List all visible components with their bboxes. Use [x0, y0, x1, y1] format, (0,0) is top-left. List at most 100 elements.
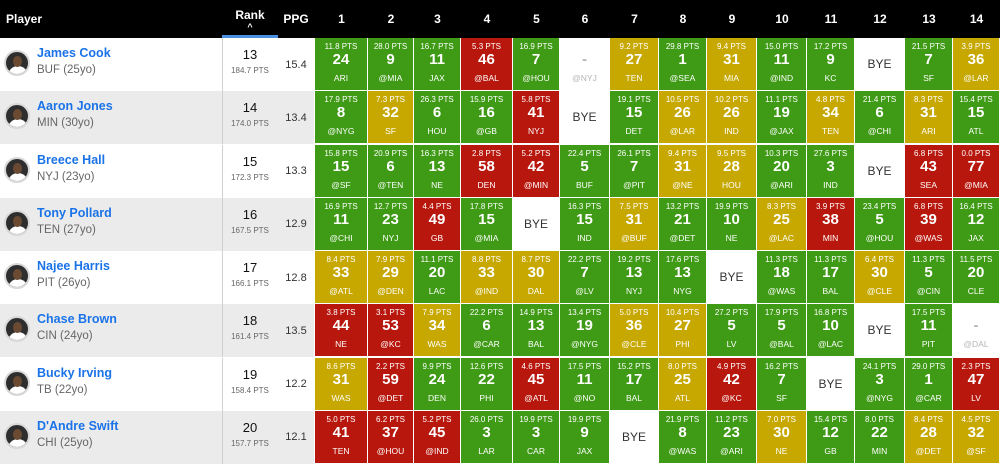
week-matchup-cell[interactable]: 27.2 PTS 5 LV: [707, 304, 756, 357]
week-matchup-cell[interactable]: 17.9 PTS 5 @BAL: [757, 304, 806, 357]
week-matchup-cell[interactable]: 7.9 PTS 34 WAS: [414, 304, 460, 357]
player-avatar[interactable]: [4, 422, 30, 449]
week-matchup-cell[interactable]: 19.1 PTS 15 DET: [610, 91, 658, 144]
week-matchup-cell[interactable]: 17.5 PTS 11 @NO: [560, 357, 609, 410]
week-matchup-cell[interactable]: 3.9 PTS 38 MIN: [807, 197, 854, 250]
week-matchup-cell[interactable]: 2.3 PTS 47 LV: [953, 357, 999, 410]
week-matchup-cell[interactable]: 17.5 PTS 11 PIT: [905, 304, 952, 357]
week-matchup-cell[interactable]: 13.2 PTS 21 @DET: [659, 197, 706, 250]
week-column-header[interactable]: 11: [824, 12, 838, 26]
week-column-header[interactable]: 13: [922, 12, 936, 26]
week-matchup-cell[interactable]: 7.5 PTS 31 @BUF: [610, 197, 658, 250]
week-matchup-cell[interactable]: 21.9 PTS 8 @WAS: [659, 410, 706, 463]
week-matchup-cell[interactable]: 11.3 PTS 18 @WAS: [757, 251, 806, 303]
week-matchup-cell[interactable]: 6.8 PTS 39 @WAS: [905, 197, 952, 250]
week-matchup-cell[interactable]: 8.4 PTS 28 @DET: [905, 410, 952, 463]
week-matchup-cell[interactable]: 28.0 PTS 9 @MIA: [368, 38, 413, 90]
week-matchup-cell[interactable]: 5.3 PTS 46 @BAL: [461, 38, 512, 90]
week-matchup-cell[interactable]: 5.2 PTS 45 @IND: [414, 410, 460, 463]
week-matchup-cell[interactable]: 11.1 PTS 20 LAC: [414, 251, 460, 303]
week-matchup-cell[interactable]: 15.0 PTS 11 @IND: [757, 38, 806, 90]
week-matchup-cell[interactable]: 26.3 PTS 6 HOU: [414, 91, 460, 144]
week-matchup-cell[interactable]: 8.3 PTS 25 @LAC: [757, 197, 806, 250]
week-matchup-cell[interactable]: 2.8 PTS 58 DEN: [461, 144, 512, 197]
week-matchup-cell[interactable]: 4.6 PTS 45 @ATL: [513, 357, 559, 410]
week-matchup-cell[interactable]: 9.9 PTS 24 DEN: [414, 357, 460, 410]
week-matchup-cell[interactable]: 9.4 PTS 31 MIA: [707, 38, 756, 90]
week-matchup-cell[interactable]: - @NYJ: [560, 38, 609, 90]
week-column-header[interactable]: 2: [387, 12, 395, 26]
week-column-header[interactable]: 6: [581, 12, 589, 26]
bye-week-cell[interactable]: BYE: [855, 144, 904, 197]
week-matchup-cell[interactable]: 11.8 PTS 24 ARI: [315, 38, 367, 90]
week-column-header[interactable]: 1: [338, 12, 345, 26]
week-matchup-cell[interactable]: 10.4 PTS 27 PHI: [659, 304, 706, 357]
week-matchup-cell[interactable]: 6.8 PTS 43 SEA: [905, 144, 952, 197]
week-matchup-cell[interactable]: 19.9 PTS 10 NE: [707, 197, 756, 250]
week-matchup-cell[interactable]: 16.8 PTS 10 @LAC: [807, 304, 854, 357]
week-column-header[interactable]: 10: [775, 12, 789, 26]
week-matchup-cell[interactable]: 29.8 PTS 1 @SEA: [659, 38, 706, 90]
week-matchup-cell[interactable]: 8.4 PTS 33 @ATL: [315, 251, 367, 303]
week-matchup-cell[interactable]: 29.0 PTS 1 @CAR: [905, 357, 952, 410]
week-matchup-cell[interactable]: 4.8 PTS 34 TEN: [807, 91, 854, 144]
week-matchup-cell[interactable]: 7.3 PTS 32 SF: [368, 91, 413, 144]
week-matchup-cell[interactable]: 16.9 PTS 7 @HOU: [513, 38, 559, 90]
week-matchup-cell[interactable]: 4.4 PTS 49 GB: [414, 197, 460, 250]
week-matchup-cell[interactable]: 9.2 PTS 27 TEN: [610, 38, 658, 90]
player-avatar[interactable]: [4, 209, 30, 236]
week-matchup-cell[interactable]: 16.9 PTS 11 @CHI: [315, 197, 367, 250]
week-column-header[interactable]: 12: [873, 12, 887, 26]
player-name-link[interactable]: Chase Brown: [37, 312, 117, 327]
week-matchup-cell[interactable]: 11.3 PTS 17 BAL: [807, 251, 854, 303]
player-avatar[interactable]: [4, 156, 30, 183]
player-avatar[interactable]: [4, 103, 30, 130]
week-matchup-cell[interactable]: 22.4 PTS 5 BUF: [560, 144, 609, 197]
week-matchup-cell[interactable]: 8.3 PTS 31 ARI: [905, 91, 952, 144]
week-matchup-cell[interactable]: 11.5 PTS 20 CLE: [953, 251, 999, 303]
week-matchup-cell[interactable]: 8.7 PTS 30 DAL: [513, 251, 559, 303]
week-matchup-cell[interactable]: 26.1 PTS 7 @PIT: [610, 144, 658, 197]
bye-week-cell[interactable]: BYE: [513, 197, 559, 250]
week-matchup-cell[interactable]: 11.1 PTS 19 @JAX: [757, 91, 806, 144]
player-name-link[interactable]: Najee Harris: [37, 259, 110, 273]
week-matchup-cell[interactable]: 26.0 PTS 3 LAR: [461, 410, 512, 463]
week-matchup-cell[interactable]: 7.0 PTS 30 NE: [757, 410, 806, 463]
player-avatar[interactable]: [4, 263, 30, 289]
week-matchup-cell[interactable]: 3.1 PTS 53 @KC: [368, 304, 413, 357]
bye-week-cell[interactable]: BYE: [807, 357, 854, 410]
week-column-header[interactable]: 8: [679, 12, 687, 26]
week-matchup-cell[interactable]: 11.3 PTS 5 @CIN: [905, 251, 952, 303]
player-name-link[interactable]: D'Andre Swift: [37, 418, 119, 433]
week-column-header[interactable]: 3: [434, 12, 441, 26]
week-matchup-cell[interactable]: 19.9 PTS 3 CAR: [513, 410, 559, 463]
bye-week-cell[interactable]: BYE: [560, 91, 609, 144]
player-name-link[interactable]: Bucky Irving: [37, 365, 113, 380]
week-matchup-cell[interactable]: 27.6 PTS 3 IND: [807, 144, 854, 197]
week-matchup-cell[interactable]: 20.9 PTS 6 @TEN: [368, 144, 413, 197]
week-column-header[interactable]: 9: [728, 12, 736, 26]
week-matchup-cell[interactable]: 8.0 PTS 25 ATL: [659, 357, 706, 410]
week-matchup-cell[interactable]: 9.4 PTS 31 @NE: [659, 144, 706, 197]
week-matchup-cell[interactable]: 10.3 PTS 20 @ARI: [757, 144, 806, 197]
week-matchup-cell[interactable]: 23.4 PTS 5 @HOU: [855, 197, 904, 250]
week-matchup-cell[interactable]: 8.8 PTS 33 @IND: [461, 251, 512, 303]
week-matchup-cell[interactable]: 12.6 PTS 22 PHI: [461, 357, 512, 410]
week-column-header[interactable]: 5: [533, 12, 540, 26]
player-name-link[interactable]: Aaron Jones: [37, 99, 113, 114]
player-avatar[interactable]: [4, 316, 30, 343]
week-matchup-cell[interactable]: 5.2 PTS 42 @MIN: [513, 144, 559, 197]
week-matchup-cell[interactable]: - @DAL: [953, 304, 999, 357]
week-matchup-cell[interactable]: 3.9 PTS 36 @LAR: [953, 38, 999, 90]
week-matchup-cell[interactable]: 16.3 PTS 13 NE: [414, 144, 460, 197]
week-matchup-cell[interactable]: 12.7 PTS 23 NYJ: [368, 197, 413, 250]
week-matchup-cell[interactable]: 3.8 PTS 44 NE: [315, 304, 367, 357]
week-column-header[interactable]: 14: [969, 12, 984, 26]
ppg-column-header[interactable]: PPG: [283, 12, 309, 26]
player-name-link[interactable]: James Cook: [37, 46, 111, 60]
bye-week-cell[interactable]: BYE: [855, 304, 904, 357]
bye-week-cell[interactable]: BYE: [707, 251, 756, 303]
week-matchup-cell[interactable]: 15.4 PTS 12 GB: [807, 410, 854, 463]
player-name-link[interactable]: Breece Hall: [37, 152, 106, 167]
week-matchup-cell[interactable]: 21.4 PTS 6 @CHI: [855, 91, 904, 144]
